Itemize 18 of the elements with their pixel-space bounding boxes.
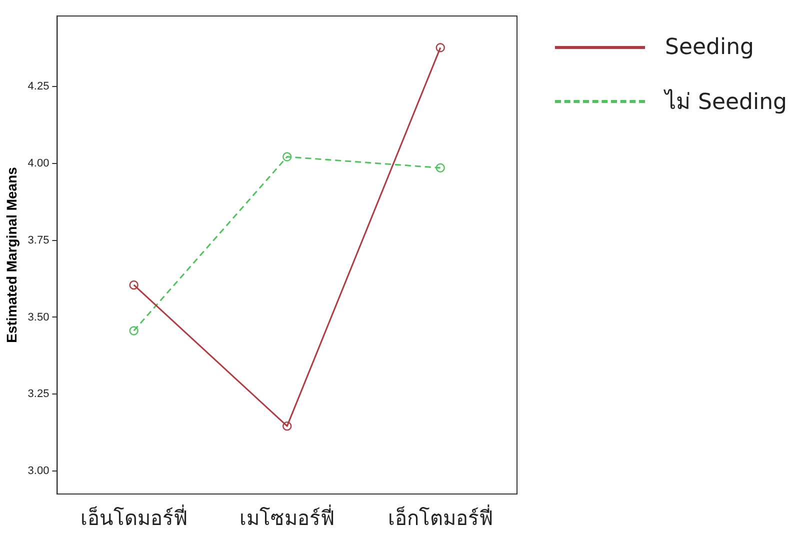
y-tick-label: 4.25 bbox=[28, 80, 50, 93]
point bbox=[282, 152, 292, 162]
x-tick-label: เอ็กโตมอร์ฟี่ bbox=[388, 504, 493, 530]
x-tick-label: เอ็นโดมอร์ฟี่ bbox=[80, 504, 188, 530]
y-tick-label: 4.00 bbox=[28, 158, 50, 170]
y-tick-label: 3.50 bbox=[28, 311, 50, 324]
y-tick-label: 3.25 bbox=[28, 388, 50, 400]
point bbox=[436, 163, 445, 172]
point bbox=[282, 421, 292, 431]
legend-label: Seeding bbox=[665, 34, 754, 60]
x-tick-label: เมโซมอร์ฟี่ bbox=[240, 504, 335, 530]
y-tick-label: 3.00 bbox=[28, 464, 50, 477]
y-tick-label: 3.75 bbox=[28, 234, 50, 246]
point bbox=[129, 280, 138, 290]
legend-label: ไม่ Seeding bbox=[665, 88, 788, 116]
y-axis-title: Estimated Marginal Means bbox=[3, 166, 20, 343]
point bbox=[436, 43, 445, 52]
point bbox=[129, 326, 138, 336]
